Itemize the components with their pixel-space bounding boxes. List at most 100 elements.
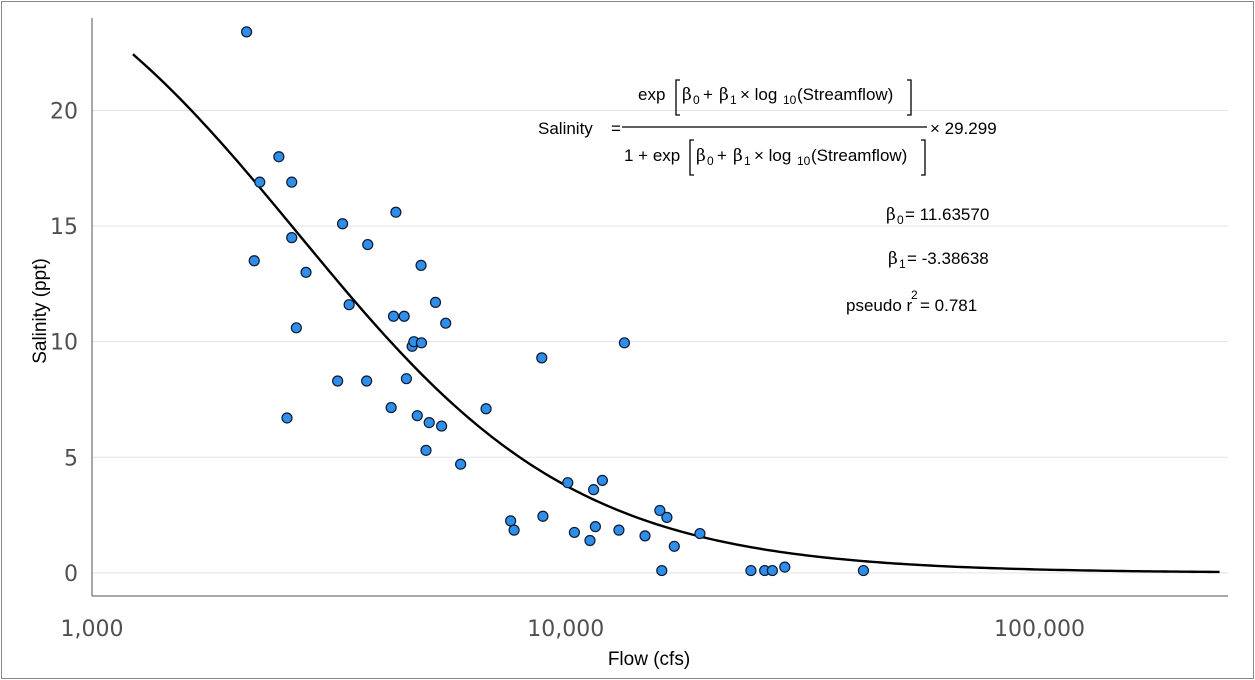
- data-point: [286, 232, 298, 244]
- x-axis-label: Flow (cfs): [608, 649, 690, 670]
- data-point: [415, 259, 427, 271]
- data-point: [281, 412, 293, 424]
- data-point: [584, 534, 596, 547]
- data-points: [240, 26, 870, 577]
- grid-lines: [92, 109, 1228, 574]
- svg-text:× log: × log: [740, 85, 777, 104]
- data-point: [745, 564, 757, 577]
- svg-text:1: 1: [744, 154, 751, 168]
- pseudo-r2-value: = 0.781: [920, 296, 977, 315]
- data-point: [589, 521, 601, 533]
- y-tick-label: 10: [50, 331, 78, 356]
- svg-text:1: 1: [730, 93, 737, 107]
- beta1-value: = -3.38638: [907, 249, 989, 268]
- eq-scale: × 29.299: [930, 119, 997, 138]
- eq-equals: =: [611, 119, 621, 138]
- data-point: [654, 504, 666, 517]
- axes: [91, 18, 1228, 597]
- data-point: [273, 151, 285, 163]
- x-tick-label: 100,000: [994, 617, 1085, 642]
- data-point: [656, 564, 668, 577]
- y-tick-label: 20: [50, 99, 78, 124]
- data-point: [415, 337, 428, 349]
- svg-text:β: β: [888, 249, 898, 269]
- data-point: [562, 477, 574, 489]
- data-point: [286, 176, 298, 188]
- data-point: [779, 561, 791, 573]
- data-point: [455, 458, 467, 470]
- data-point: [362, 238, 374, 251]
- data-point: [668, 540, 680, 552]
- data-point: [537, 510, 549, 522]
- data-point: [536, 352, 548, 364]
- data-point: [568, 526, 581, 539]
- data-point: [857, 564, 870, 577]
- data-point: [248, 255, 260, 267]
- svg-text:0: 0: [707, 154, 714, 168]
- data-point: [343, 299, 355, 311]
- svg-text:× log: × log: [754, 146, 791, 165]
- eq-num-body: (Streamflow): [797, 85, 893, 104]
- data-point: [480, 403, 492, 415]
- data-point: [385, 401, 397, 414]
- data-point: [429, 296, 442, 308]
- svg-text:+: +: [703, 85, 713, 104]
- svg-text:β: β: [696, 146, 706, 166]
- x-tick-label: 1,000: [61, 617, 124, 642]
- x-tick-label: 10,000: [527, 617, 604, 642]
- data-point: [300, 266, 312, 278]
- svg-text:10: 10: [797, 154, 811, 168]
- svg-text:pseudo r: pseudo r: [846, 296, 912, 315]
- svg-text:β: β: [682, 85, 692, 105]
- data-point: [505, 515, 517, 527]
- data-point: [436, 420, 448, 432]
- data-point: [398, 310, 410, 322]
- data-point: [618, 337, 631, 349]
- eq-den-body: (Streamflow): [811, 146, 907, 165]
- data-point: [440, 317, 452, 329]
- data-point: [639, 530, 651, 542]
- svg-text:0: 0: [693, 93, 700, 107]
- data-point: [694, 527, 706, 540]
- svg-text:0: 0: [897, 213, 904, 227]
- y-tick-label: 0: [64, 562, 78, 587]
- svg-text:10: 10: [783, 93, 797, 107]
- svg-text:β: β: [886, 205, 896, 225]
- data-point: [613, 524, 625, 536]
- data-point: [254, 176, 266, 188]
- svg-text:β: β: [733, 146, 743, 166]
- y-axis-label: Salinity (ppt): [30, 258, 51, 364]
- svg-text:2: 2: [911, 288, 918, 302]
- pseudo-r2-annotation: pseudo r 2 = 0.781: [846, 288, 977, 315]
- data-point: [290, 322, 302, 334]
- data-point: [587, 484, 600, 496]
- data-point: [766, 564, 778, 577]
- data-point: [390, 206, 402, 218]
- beta0-annotation: β 0 = 11.63570: [886, 205, 989, 227]
- svg-text:+: +: [717, 146, 727, 165]
- y-tick-label: 15: [50, 215, 78, 240]
- eq-lhs: Salinity: [538, 119, 593, 138]
- data-point: [423, 417, 435, 429]
- data-point: [361, 375, 373, 387]
- svg-text:1: 1: [899, 257, 906, 271]
- beta1-annotation: β 1 = -3.38638: [888, 249, 989, 271]
- data-point: [336, 218, 349, 230]
- data-point: [420, 444, 432, 456]
- data-point: [332, 375, 344, 387]
- y-tick-label: 5: [64, 446, 78, 471]
- data-point: [661, 511, 673, 523]
- data-point: [240, 26, 253, 38]
- eq-den-exp: 1 + exp: [624, 146, 680, 165]
- svg-text:β: β: [719, 85, 729, 105]
- data-point: [400, 373, 413, 385]
- data-point: [387, 310, 400, 322]
- eq-num-exp: exp: [638, 85, 665, 104]
- data-point: [596, 474, 608, 486]
- beta0-value: = 11.63570: [905, 205, 989, 224]
- fitted-curve: [132, 53, 1220, 574]
- data-point: [508, 524, 520, 536]
